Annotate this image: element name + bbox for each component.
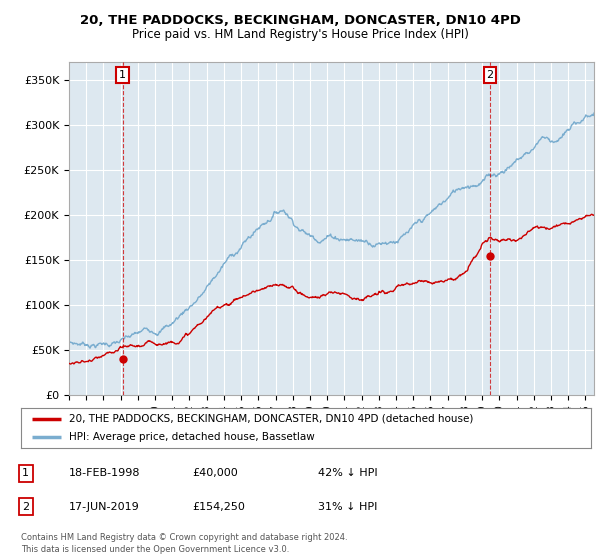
- Text: 42% ↓ HPI: 42% ↓ HPI: [318, 468, 377, 478]
- Text: HPI: Average price, detached house, Bassetlaw: HPI: Average price, detached house, Bass…: [70, 432, 315, 442]
- Text: 1: 1: [22, 468, 29, 478]
- Text: This data is licensed under the Open Government Licence v3.0.: This data is licensed under the Open Gov…: [21, 545, 289, 554]
- Text: Contains HM Land Registry data © Crown copyright and database right 2024.: Contains HM Land Registry data © Crown c…: [21, 533, 347, 542]
- Text: Price paid vs. HM Land Registry's House Price Index (HPI): Price paid vs. HM Land Registry's House …: [131, 28, 469, 41]
- Text: £40,000: £40,000: [192, 468, 238, 478]
- Text: £154,250: £154,250: [192, 502, 245, 512]
- Text: 20, THE PADDOCKS, BECKINGHAM, DONCASTER, DN10 4PD (detached house): 20, THE PADDOCKS, BECKINGHAM, DONCASTER,…: [70, 414, 474, 423]
- Text: 20, THE PADDOCKS, BECKINGHAM, DONCASTER, DN10 4PD: 20, THE PADDOCKS, BECKINGHAM, DONCASTER,…: [80, 14, 520, 27]
- Text: 18-FEB-1998: 18-FEB-1998: [69, 468, 140, 478]
- Text: 2: 2: [22, 502, 29, 512]
- Text: 17-JUN-2019: 17-JUN-2019: [69, 502, 140, 512]
- Text: 31% ↓ HPI: 31% ↓ HPI: [318, 502, 377, 512]
- Text: 1: 1: [119, 70, 126, 80]
- Text: 2: 2: [487, 70, 494, 80]
